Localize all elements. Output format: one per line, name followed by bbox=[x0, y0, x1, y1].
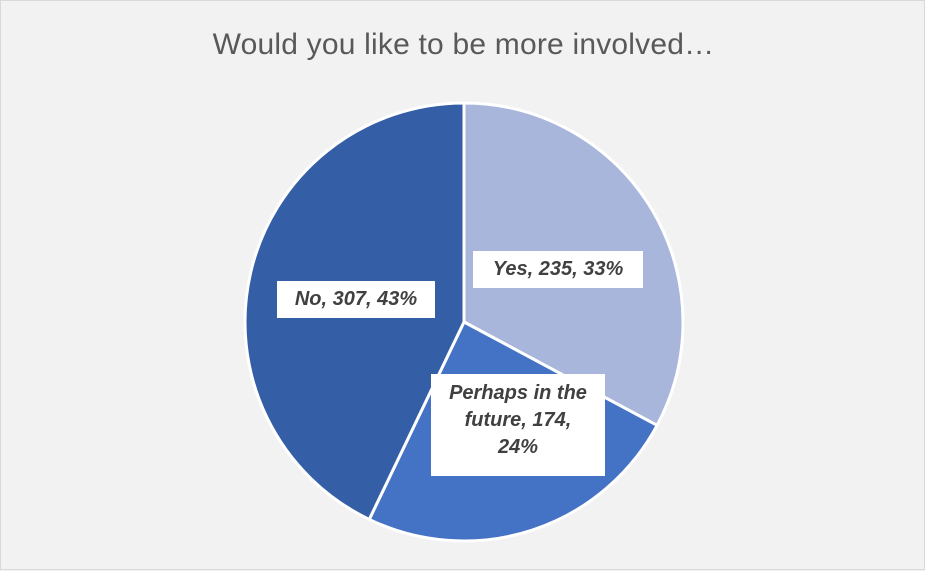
data-label-perhaps: Perhaps in the future, 174, 24% bbox=[431, 374, 605, 476]
data-label-no: No, 307, 43% bbox=[277, 281, 435, 318]
data-label-no-text: No, 307, 43% bbox=[294, 288, 418, 310]
data-label-yes: Yes, 235, 33% bbox=[473, 251, 643, 288]
chart-title: Would you like to be more involved… bbox=[212, 28, 715, 61]
data-label-perhaps-text: Perhaps in the future, 174, 24% bbox=[449, 382, 587, 458]
data-label-yes-text: Yes, 235, 33% bbox=[492, 258, 624, 280]
